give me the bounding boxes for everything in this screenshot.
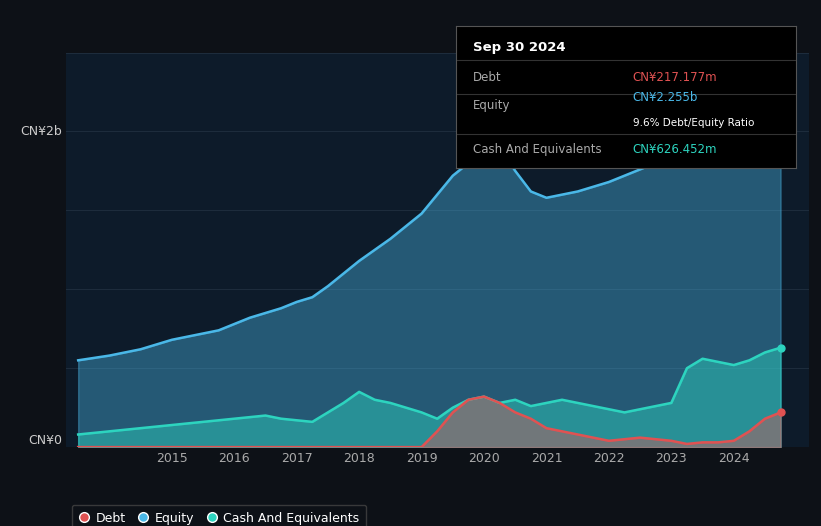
Text: Equity: Equity [473, 99, 510, 113]
Text: CN¥2b: CN¥2b [21, 125, 62, 138]
Text: CN¥217.177m: CN¥217.177m [633, 71, 718, 84]
Text: CN¥626.452m: CN¥626.452m [633, 144, 718, 156]
Text: Cash And Equivalents: Cash And Equivalents [473, 144, 601, 156]
Text: CN¥2.255b: CN¥2.255b [633, 91, 698, 104]
Legend: Debt, Equity, Cash And Equivalents: Debt, Equity, Cash And Equivalents [72, 504, 366, 526]
Text: Debt: Debt [473, 71, 502, 84]
Text: CN¥0: CN¥0 [28, 434, 62, 447]
Text: 9.6% Debt/Equity Ratio: 9.6% Debt/Equity Ratio [633, 118, 754, 128]
Text: Sep 30 2024: Sep 30 2024 [473, 41, 566, 54]
